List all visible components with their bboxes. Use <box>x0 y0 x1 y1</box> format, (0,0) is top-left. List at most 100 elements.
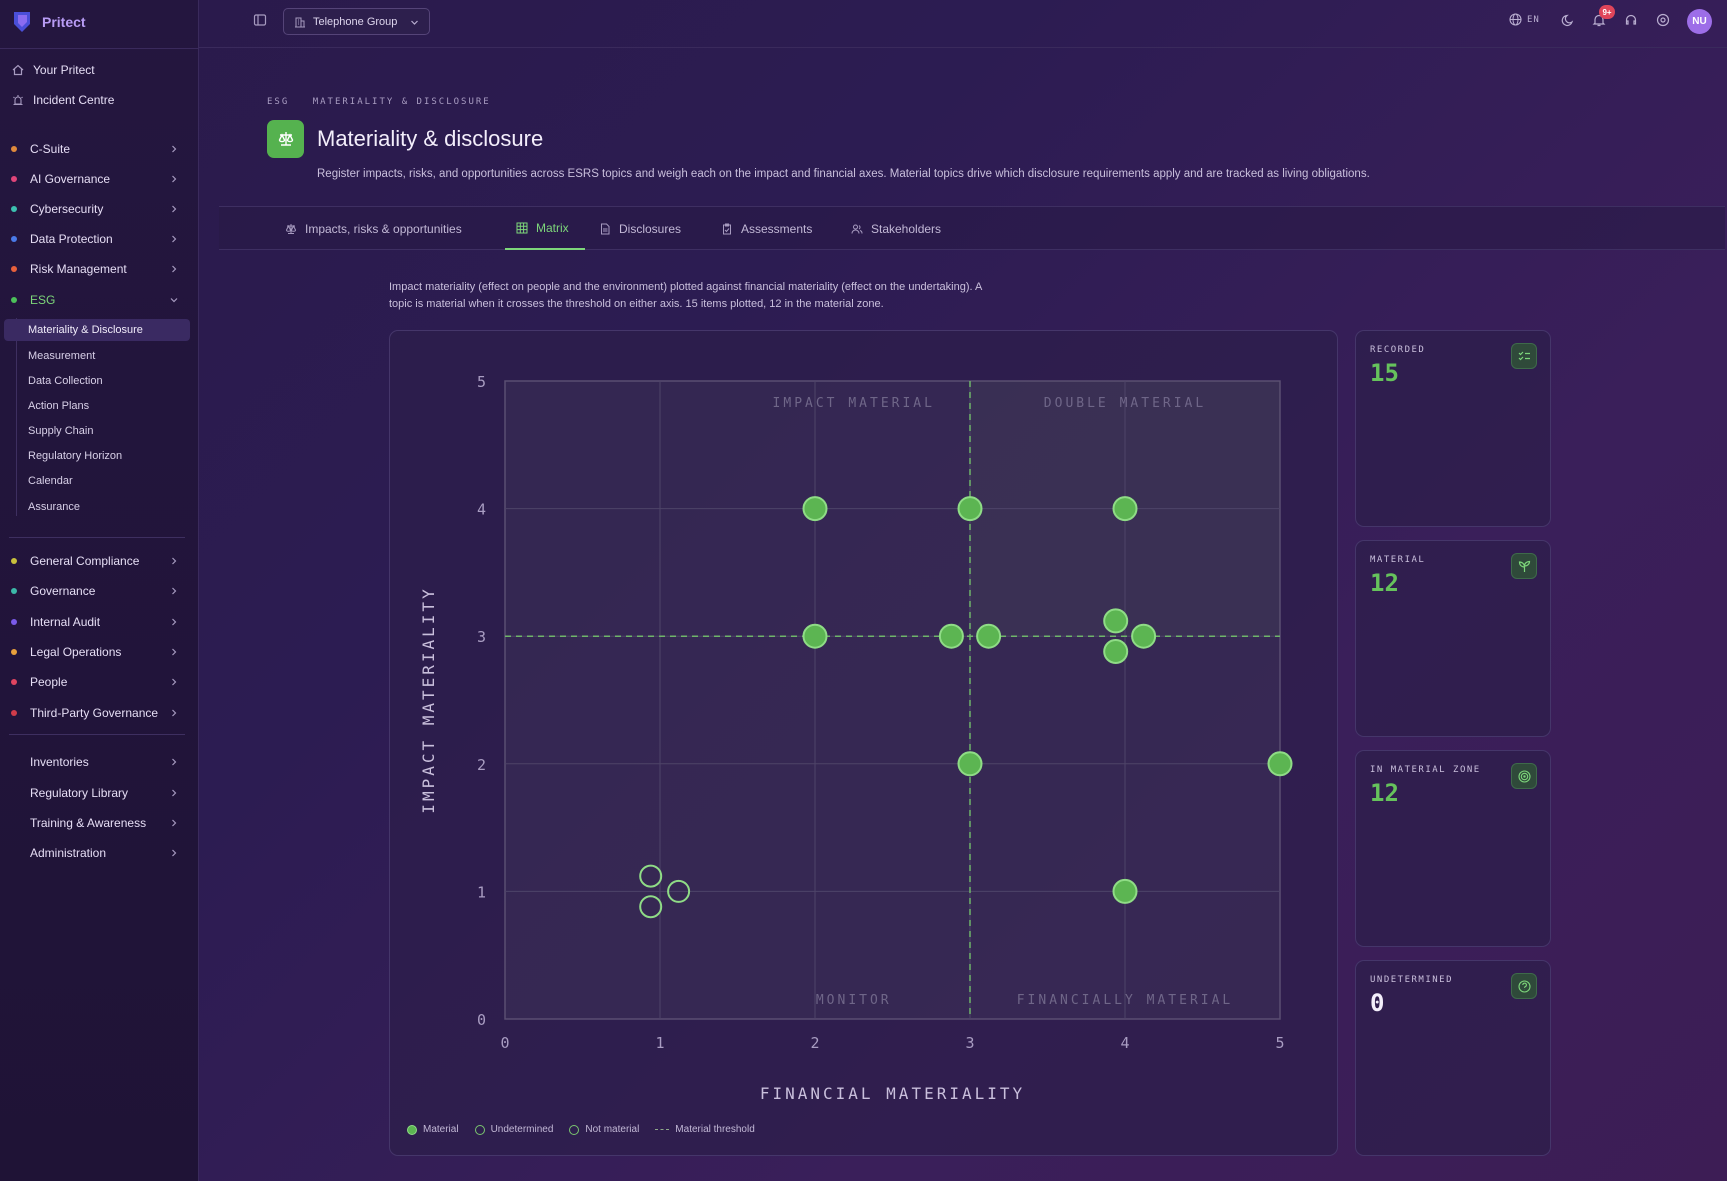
sidebar-group-cybersecurity[interactable]: Cybersecurity <box>0 196 199 222</box>
tab-impacts[interactable]: Impacts, risks & opportunities <box>285 207 462 250</box>
data-point-material <box>957 496 983 522</box>
x-axis-label: FINANCIAL MATERIALITY <box>760 1084 1025 1103</box>
sidebar-subitem-regulatory-horizon[interactable]: Regulatory Horizon <box>28 450 123 462</box>
sidebar-toggle-icon[interactable] <box>253 13 267 27</box>
legend-label: Not material <box>585 1124 640 1135</box>
stat-label: RECORDED <box>1370 345 1426 355</box>
data-point-material <box>1267 751 1293 777</box>
chevron-right-icon <box>172 648 177 656</box>
x-tick-label: 5 <box>1275 1034 1284 1052</box>
x-tick-label: 1 <box>655 1034 664 1052</box>
sidebar-group-general-compliance[interactable]: General Compliance <box>0 548 199 574</box>
intro-line: topic is material when it crosses the th… <box>389 298 884 310</box>
sidebar-subitem-action-plans[interactable]: Action Plans <box>28 400 90 412</box>
sidebar-item-incident-centre[interactable]: Incident Centre <box>0 87 199 113</box>
chevron-right-icon <box>172 678 177 686</box>
chevron-right-icon <box>172 789 177 797</box>
group-color-dot <box>11 206 17 212</box>
sidebar-item-administration[interactable]: Administration <box>0 840 199 866</box>
tab-label: Disclosures <box>619 221 682 236</box>
quadrant-label: DOUBLE MATERIAL <box>1044 396 1206 411</box>
moon-icon[interactable] <box>1561 13 1575 27</box>
sidebar-group-third-party-governance[interactable]: Third-Party Governance <box>0 700 199 726</box>
breadcrumb-item[interactable]: ESG <box>267 97 290 107</box>
sidebar-group-governance[interactable]: Governance <box>0 578 199 604</box>
submenu-line <box>16 318 17 516</box>
materiality-matrix-card: 0 0 1 1 2 2 3 3 4 4 5 5 IMPACT MATERIAL DOUBLE MATERI… <box>389 330 1338 1156</box>
headset-icon[interactable] <box>1624 13 1638 27</box>
sidebar-group-label: Data Protection <box>30 232 113 246</box>
sidebar-subitem-calendar[interactable]: Calendar <box>28 475 73 487</box>
stat-icon-box <box>1511 763 1537 789</box>
group-color-dot <box>11 266 17 272</box>
tab-matrix[interactable]: Matrix <box>505 207 585 250</box>
group-color-dot <box>11 558 17 564</box>
sidebar-item-label: Training & Awareness <box>30 816 147 830</box>
sidebar-subitem-supply-chain[interactable]: Supply Chain <box>28 425 94 437</box>
sidebar-group-data-protection[interactable]: Data Protection <box>0 226 199 252</box>
data-point-material <box>1131 623 1157 649</box>
tab-label: Impacts, risks & opportunities <box>305 221 462 236</box>
group-color-dot <box>11 710 17 716</box>
sidebar-group-c-suite[interactable]: C-Suite <box>0 136 199 162</box>
stat-icon-box <box>1511 553 1537 579</box>
y-tick-label: 4 <box>477 501 486 519</box>
data-point-material <box>1112 496 1138 522</box>
quadrant-label: MONITOR <box>816 993 892 1008</box>
legend-item-material: Material <box>407 1124 459 1135</box>
stat-value: 12 <box>1370 779 1399 807</box>
sidebar-item-your-pritect[interactable]: Your Pritect <box>0 57 199 83</box>
sidebar-group-label: Governance <box>30 584 96 598</box>
group-color-dot <box>11 236 17 242</box>
settings-icon[interactable] <box>1656 13 1670 27</box>
legend-swatch <box>569 1124 580 1135</box>
tab-assessments[interactable]: Assessments <box>721 207 812 250</box>
stat-value: 12 <box>1370 569 1399 597</box>
legend-item-threshold: Material threshold <box>655 1124 755 1135</box>
chevron-down-icon <box>411 20 418 25</box>
scale-icon <box>285 223 297 234</box>
data-point-material <box>802 623 828 649</box>
sidebar-item-training-awareness[interactable]: Training & Awareness <box>0 810 199 836</box>
sidebar-subitem-assurance[interactable]: Assurance <box>28 501 80 513</box>
stat-label: MATERIAL <box>1370 555 1426 565</box>
checklist-icon <box>1518 351 1530 360</box>
org-select-value: Telephone Group <box>313 15 398 28</box>
sidebar-group-people[interactable]: People <box>0 669 199 695</box>
chevron-right-icon <box>172 709 177 717</box>
data-point-material <box>1103 639 1129 665</box>
y-tick-label: 1 <box>477 883 486 901</box>
intro-line: Impact materiality (effect on people and… <box>389 281 983 293</box>
stat-icon-box <box>1511 973 1537 999</box>
sidebar: Pritect Your Pritect Incident Centre C-S… <box>0 0 199 1181</box>
org-select[interactable]: Telephone Group <box>283 8 430 35</box>
sidebar-subitem-measurement[interactable]: Measurement <box>28 350 96 362</box>
y-axis-label: IMPACT MATERIALITY <box>419 586 438 813</box>
tab-disclosures[interactable]: Disclosures <box>599 207 681 250</box>
sidebar-group-esg[interactable]: ESG <box>0 287 199 313</box>
sidebar-subitem-data-collection[interactable]: Data Collection <box>28 375 103 387</box>
materiality-matrix-chart: 00 1 1 2 2 3 3 4 4 5 5 IMPACT MATERIAL DOUBLE MATERI… <box>419 373 1293 1103</box>
brand[interactable]: Pritect <box>12 8 86 36</box>
sidebar-subitem-materiality[interactable]: Materiality & Disclosure <box>4 319 190 341</box>
sidebar-group-legal-operations[interactable]: Legal Operations <box>0 639 199 665</box>
sidebar-group-internal-audit[interactable]: Internal Audit <box>0 609 199 635</box>
breadcrumb-item: MATERIALITY & DISCLOSURE <box>312 97 491 107</box>
tab-stakeholders[interactable]: Stakeholders <box>851 207 941 250</box>
sidebar-group-risk-management[interactable]: Risk Management <box>0 256 199 282</box>
legend-swatch <box>407 1124 417 1135</box>
building-icon <box>295 17 305 28</box>
breadcrumb: ESG MATERIALITY & DISCLOSURE <box>267 97 507 107</box>
stat-card-undetermined: UNDETERMINED 0 <box>1355 960 1551 1156</box>
language-switcher[interactable]: EN <box>1509 13 1540 26</box>
x-tick-label: 0 <box>500 1034 509 1052</box>
sidebar-group-ai-governance[interactable]: AI Governance <box>0 166 199 192</box>
help-circle-icon <box>1517 979 1531 993</box>
sidebar-item-inventories[interactable]: Inventories <box>0 749 199 775</box>
avatar[interactable]: NU <box>1687 9 1712 34</box>
sidebar-item-regulatory-library[interactable]: Regulatory Library <box>0 780 199 806</box>
chevron-right-icon <box>172 819 177 827</box>
data-point-material <box>1112 878 1138 904</box>
y-tick-label: 0 <box>477 1011 486 1029</box>
sidebar-group-label: General Compliance <box>30 554 140 568</box>
